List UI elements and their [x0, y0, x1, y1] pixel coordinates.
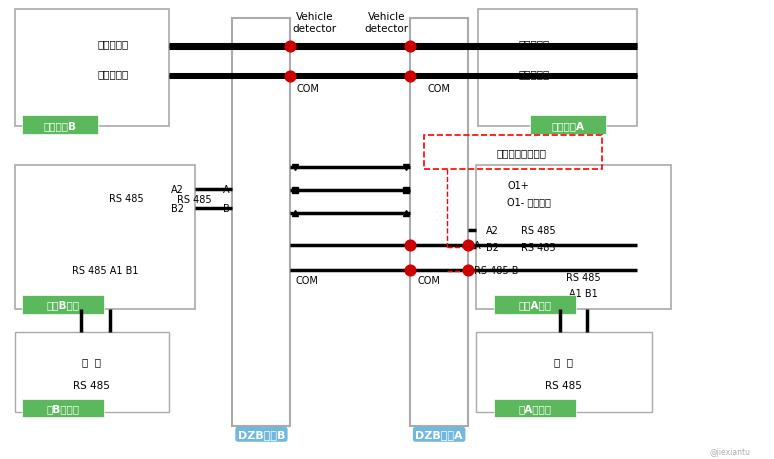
- Text: 屏A控制板: 屏A控制板: [518, 403, 551, 413]
- Text: B2: B2: [171, 204, 183, 213]
- Text: RS 485 B: RS 485 B: [474, 266, 518, 275]
- Text: 蓝  标: 蓝 标: [554, 356, 574, 366]
- Text: COM: COM: [428, 84, 450, 94]
- Bar: [15, 165, 195, 309]
- Point: [404, 267, 416, 274]
- Text: RS 485: RS 485: [521, 225, 555, 235]
- Text: RS 485: RS 485: [74, 380, 111, 390]
- Text: 防碰雷辽A: 防碰雷辽A: [551, 121, 584, 130]
- Bar: [22, 296, 104, 314]
- Text: 地感（绿）: 地感（绿）: [518, 69, 550, 79]
- Bar: [15, 10, 170, 127]
- Text: A1 B1: A1 B1: [569, 289, 598, 299]
- Point: [404, 242, 416, 249]
- Text: Vehicle
detector: Vehicle detector: [364, 12, 409, 34]
- Text: O1+: O1+: [507, 180, 529, 190]
- Point: [462, 267, 474, 274]
- Point: [404, 73, 416, 80]
- Text: RS 485 A1 B1: RS 485 A1 B1: [72, 266, 139, 275]
- Bar: [22, 116, 98, 135]
- Text: B: B: [223, 204, 229, 213]
- Text: 相机A端子: 相机A端子: [518, 300, 551, 310]
- Text: 地感（绿）: 地感（绿）: [97, 69, 128, 79]
- Point: [462, 242, 474, 249]
- Bar: [22, 399, 104, 417]
- Text: A2: A2: [485, 225, 498, 235]
- Text: A: A: [474, 241, 480, 251]
- Point: [404, 43, 416, 50]
- Text: 公共（蓝）: 公共（蓝）: [518, 39, 550, 49]
- Bar: [232, 19, 290, 426]
- Text: COM: COM: [296, 84, 320, 94]
- Bar: [478, 10, 636, 127]
- Text: RS 485: RS 485: [109, 194, 144, 203]
- Bar: [15, 332, 170, 413]
- Text: 蓝  标: 蓝 标: [82, 356, 101, 366]
- Text: @jiexiantu: @jiexiantu: [709, 447, 750, 456]
- Text: DZB道闸A: DZB道闸A: [416, 429, 463, 439]
- Text: RS 485: RS 485: [176, 194, 211, 204]
- Text: RS 485: RS 485: [566, 273, 601, 283]
- Text: A: A: [223, 185, 229, 195]
- Bar: [410, 19, 468, 426]
- Text: A2: A2: [171, 185, 183, 195]
- Text: RS 485: RS 485: [546, 380, 582, 390]
- Text: 预留门岗常开信号: 预留门岗常开信号: [497, 148, 546, 158]
- Text: 公共（蓝）: 公共（蓝）: [97, 39, 128, 49]
- Text: 防碰雷辽B: 防碰雷辽B: [43, 121, 77, 130]
- Text: 相机B端子: 相机B端子: [46, 300, 80, 310]
- Text: B2: B2: [485, 242, 498, 252]
- Bar: [494, 296, 576, 314]
- Text: 屏B控制板: 屏B控制板: [46, 403, 80, 413]
- Point: [284, 43, 296, 50]
- Bar: [476, 332, 652, 413]
- Bar: [424, 136, 602, 170]
- Text: O1- 开闸控制: O1- 开闸控制: [507, 196, 551, 207]
- Text: DZB道闸B: DZB道闸B: [238, 429, 285, 439]
- Bar: [494, 399, 576, 417]
- Text: COM: COM: [296, 276, 319, 285]
- Point: [284, 73, 296, 80]
- Text: Vehicle
detector: Vehicle detector: [293, 12, 337, 34]
- Bar: [530, 116, 605, 135]
- Text: RS 485: RS 485: [521, 242, 555, 252]
- Text: COM: COM: [418, 276, 440, 285]
- Bar: [476, 165, 670, 309]
